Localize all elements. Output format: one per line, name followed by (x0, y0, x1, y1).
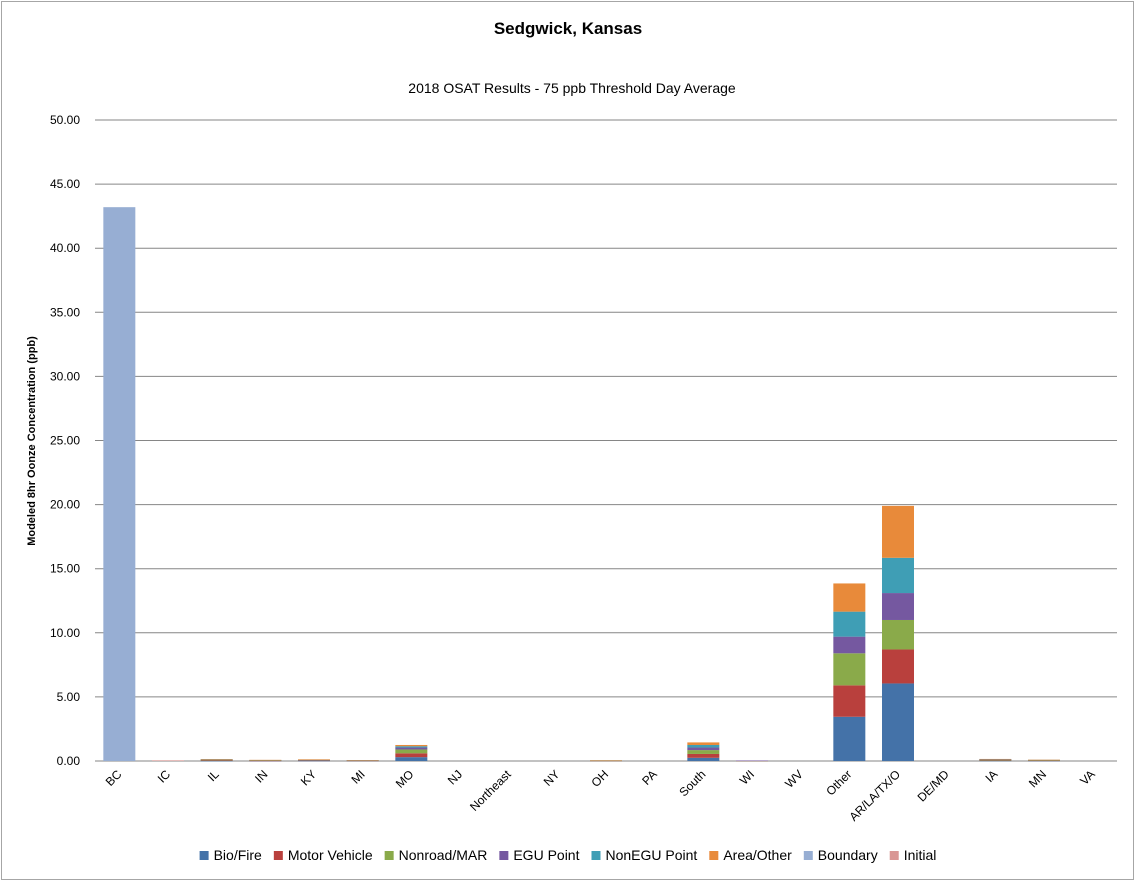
x-tick-label: VA (1077, 767, 1098, 788)
legend-swatch (199, 851, 209, 860)
legend-swatch (591, 851, 601, 860)
x-tick-label: MI (348, 767, 367, 786)
gridlines (95, 119, 1117, 762)
bar-segment (298, 760, 330, 762)
x-tick-label: NJ (445, 767, 465, 787)
legend-label: Bio/Fire (214, 847, 262, 863)
bar-segment (833, 716, 866, 761)
y-tick-labels: 0.00 5.00 10.00 15.00 20.00 25.00 30.00 35.00 40… (50, 113, 80, 768)
chart-subtitle: 2018 OSAT Results - 75 ppb Threshold Day… (408, 80, 736, 96)
y-tick-label: 35.00 (50, 305, 80, 319)
bars (103, 207, 1060, 762)
x-tick-label: Other (823, 767, 854, 798)
x-tick-label: South (676, 767, 708, 799)
legend-label: EGU Point (513, 847, 579, 863)
x-tick-label: BC (103, 767, 125, 789)
x-tick-label: Northeast (467, 767, 514, 814)
y-tick-label: 30.00 (50, 369, 80, 383)
bar-segment (249, 759, 282, 761)
legend-label: Area/Other (723, 847, 792, 863)
legend-label: Boundary (818, 847, 878, 863)
legend-label: NonEGU Point (605, 847, 697, 863)
x-tick-labels: BC IC IL IN KY MI MO NJ Northeast NY OH PA South WI WV… (103, 767, 1098, 824)
bar-segment (833, 636, 866, 654)
bar-segment (882, 649, 914, 684)
legend-swatch (803, 851, 813, 860)
legend-swatch (273, 851, 283, 860)
bar-segment (882, 557, 914, 594)
y-tick-label: 25.00 (50, 434, 80, 448)
y-tick-label: 5.00 (57, 690, 81, 704)
y-tick-label: 40.00 (50, 241, 80, 255)
x-tick-label: KY (298, 767, 319, 788)
bar-segment (395, 753, 428, 758)
x-tick-label: OH (588, 767, 611, 790)
x-tick-label: IL (205, 767, 222, 784)
x-tick-label: PA (639, 767, 660, 788)
bar-segment (687, 757, 720, 761)
x-tick-label: IA (983, 767, 1001, 785)
bar-segment (395, 746, 428, 748)
y-tick-label: 45.00 (50, 177, 80, 191)
bar-segment (200, 760, 233, 762)
bar-segment (833, 653, 866, 686)
bar-segment (736, 760, 768, 762)
bar-segment (687, 744, 720, 748)
legend-swatch (889, 851, 899, 860)
y-axis-label: Modeled 8hr Oonze Concentration (ppb) (26, 336, 38, 546)
bar-segment (687, 753, 720, 758)
legend-label: Initial (904, 847, 937, 863)
bar-segment (200, 759, 233, 760)
x-tick-label: MO (393, 767, 417, 791)
bar-segment (687, 750, 720, 754)
bar-segment (687, 747, 720, 751)
bar-segment (833, 583, 866, 612)
bar-segment (882, 683, 914, 761)
legend-swatch (384, 851, 394, 860)
chart-title: Sedgwick, Kansas (494, 19, 642, 38)
bar-segment (395, 747, 428, 750)
legend-swatch (709, 851, 719, 860)
bar-segment (833, 685, 866, 717)
bar-segment (979, 760, 1012, 761)
bar-segment (590, 760, 622, 761)
x-tick-label: AR/LA/TX/O (847, 767, 904, 824)
bar-segment (882, 619, 914, 650)
legend-label: Nonroad/MAR (399, 847, 488, 863)
bar-segment (346, 760, 379, 761)
x-tick-label: IN (252, 767, 270, 785)
bar-segment (152, 760, 184, 761)
y-tick-label: 20.00 (50, 498, 80, 512)
bar-segment (979, 760, 1012, 762)
x-tick-label: IC (155, 767, 174, 786)
x-tick-label: DE/MD (915, 767, 952, 804)
bar-segment (200, 759, 233, 761)
bar-segment (395, 749, 428, 754)
bar-segment (979, 759, 1012, 761)
bar-segment (103, 207, 136, 761)
bar-segment (687, 742, 720, 745)
y-tick-label: 0.00 (57, 754, 81, 768)
y-tick-label: 15.00 (50, 562, 80, 576)
bar-segment (882, 593, 914, 620)
bar-segment (882, 505, 914, 558)
legend: Bio/Fire Motor Vehicle Nonroad/MAR EGU Poin… (199, 847, 937, 863)
bar-segment (298, 759, 330, 760)
bar-segment (979, 758, 1012, 760)
y-tick-label: 10.00 (50, 626, 80, 640)
x-tick-label: MN (1026, 767, 1049, 790)
legend-swatch (499, 851, 509, 860)
x-tick-label: WI (737, 767, 757, 787)
legend-label: Motor Vehicle (288, 847, 373, 863)
bar-segment (395, 744, 428, 747)
y-tick-label: 50.00 (50, 113, 80, 127)
bar-segment (395, 757, 428, 761)
x-tick-label: NY (541, 767, 563, 789)
x-tick-label: WV (782, 767, 806, 791)
bar-segment (200, 760, 233, 761)
bar-segment (833, 611, 866, 637)
bar-segment (1028, 759, 1060, 761)
